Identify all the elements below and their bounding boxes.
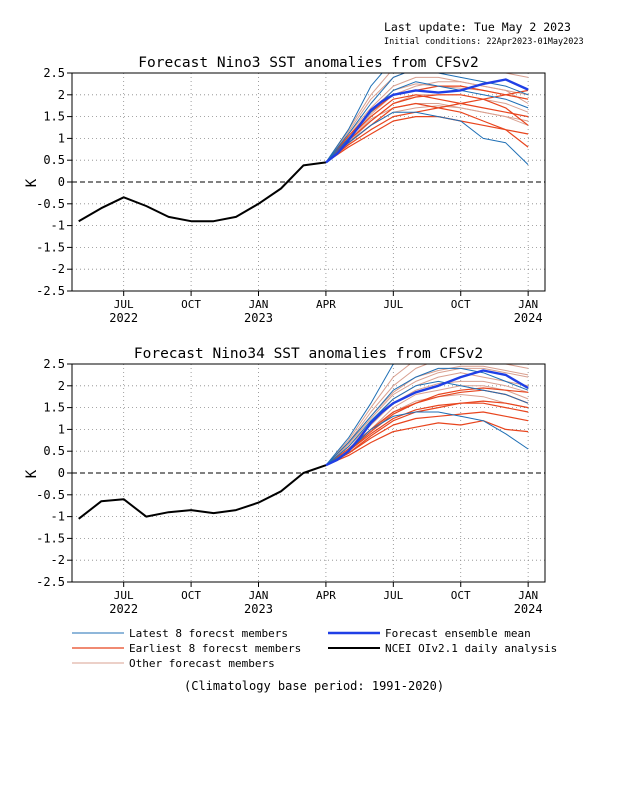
latest-member-line <box>325 380 529 466</box>
x-tick-label: APR <box>316 298 336 311</box>
legend-label: Latest 8 forecst members <box>129 627 288 640</box>
observed-analysis-line <box>78 161 327 223</box>
ensemble-mean-line <box>325 369 529 467</box>
y-tick-label: 2.5 <box>43 357 65 371</box>
y-tick-label: 0 <box>58 466 65 480</box>
latest-member-line <box>325 73 529 163</box>
other-member-line <box>325 94 529 163</box>
x-tick-year: 2023 <box>244 311 273 325</box>
y-tick-label: -2.5 <box>36 575 65 589</box>
earliest-member-line <box>325 115 529 163</box>
earliest-member-line <box>325 94 529 163</box>
y-tick-label: 2 <box>58 88 65 102</box>
legend: Latest 8 forecst members Earliest 8 forec… <box>72 627 557 670</box>
legend-label: Earliest 8 forecst members <box>129 642 301 655</box>
legend-label: NCEI OIv2.1 daily analysis <box>385 642 557 655</box>
x-tick-label: JUL <box>383 589 403 602</box>
latest-member-line <box>325 411 529 466</box>
y-tick-label: -1 <box>51 219 65 233</box>
x-tick-label: OCT <box>451 298 471 311</box>
y-axis-label: K <box>24 178 40 187</box>
y-tick-label: 2 <box>58 379 65 393</box>
x-tick-label: JAN <box>518 589 538 602</box>
latest-member-line <box>325 364 395 466</box>
other-member-line <box>325 364 411 466</box>
legend-label: Other forecast members <box>129 657 275 670</box>
legend-label: Forecast ensemble mean <box>385 627 531 640</box>
earliest-member-line <box>325 411 529 466</box>
observed-analysis-line <box>78 464 327 520</box>
y-tick-label: 0.5 <box>43 153 65 167</box>
y-tick-label: 0.5 <box>43 444 65 458</box>
earliest-member-line <box>325 402 529 466</box>
x-tick-label: APR <box>316 589 336 602</box>
other-member-line <box>325 73 391 163</box>
other-member-line <box>325 367 529 466</box>
y-tick-label: -1.5 <box>36 240 65 254</box>
y-tick-label: -1.5 <box>36 531 65 545</box>
y-tick-label: -0.5 <box>36 197 65 211</box>
x-tick-label: OCT <box>451 589 471 602</box>
y-tick-label: -0.5 <box>36 488 65 502</box>
earliest-member-line <box>325 387 529 466</box>
y-tick-label: 1.5 <box>43 110 65 124</box>
earliest-member-line <box>325 400 529 466</box>
last-update-text: Last update: Tue May 2 2023 <box>384 20 571 34</box>
other-member-line <box>325 380 529 466</box>
other-member-line <box>325 394 529 466</box>
earliest-member-line <box>325 389 529 466</box>
y-tick-label: 1.5 <box>43 401 65 415</box>
earliest-member-line <box>325 420 529 466</box>
x-tick-label: JAN <box>249 298 269 311</box>
y-tick-label: 0 <box>58 175 65 189</box>
x-tick-label: JUL <box>114 589 134 602</box>
x-tick-year: 2024 <box>514 602 543 616</box>
other-member-line <box>325 103 529 163</box>
y-tick-label: 1 <box>58 131 65 145</box>
chart-title: Forecast Nino3 SST anomalies from CFSv2 <box>138 55 478 71</box>
x-tick-label: JAN <box>249 589 269 602</box>
x-tick-year: 2022 <box>109 602 138 616</box>
x-tick-label: JUL <box>114 298 134 311</box>
y-tick-label: 2.5 <box>43 66 65 80</box>
chart-title: Forecast Nino34 SST anomalies from CFSv2 <box>134 346 483 362</box>
y-tick-label: -2.5 <box>36 284 65 298</box>
latest-member-line <box>325 111 529 165</box>
ensemble-mean-line <box>325 78 529 164</box>
x-tick-label: OCT <box>181 589 201 602</box>
y-axis-label: K <box>24 469 40 478</box>
x-tick-year: 2023 <box>244 602 273 616</box>
x-tick-year: 2022 <box>109 311 138 325</box>
y-tick-label: -1 <box>51 510 65 524</box>
x-tick-label: OCT <box>181 298 201 311</box>
climatology-footnote: (Climatology base period: 1991-2020) <box>184 679 445 693</box>
latest-member-line <box>325 367 529 466</box>
other-member-line <box>325 372 529 466</box>
other-member-line <box>325 73 529 163</box>
y-tick-label: -2 <box>51 553 65 567</box>
x-tick-year: 2024 <box>514 311 543 325</box>
initial-conditions-text: Initial conditions: 22Apr2023-01May2023 <box>384 37 584 47</box>
other-member-line <box>325 364 529 466</box>
y-tick-label: 1 <box>58 422 65 436</box>
x-tick-label: JUL <box>383 298 403 311</box>
y-tick-label: -2 <box>51 262 65 276</box>
latest-member-line <box>325 73 383 163</box>
x-tick-label: JAN <box>518 298 538 311</box>
earliest-member-line <box>325 94 529 163</box>
